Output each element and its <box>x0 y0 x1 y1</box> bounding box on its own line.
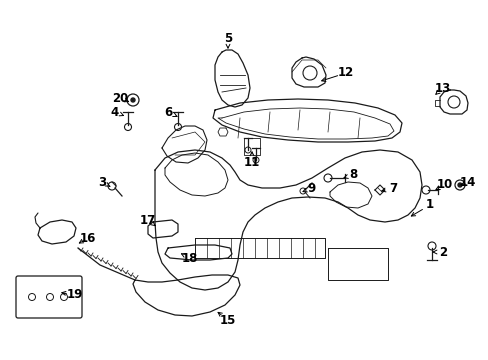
Text: 1: 1 <box>425 198 433 211</box>
Text: 19: 19 <box>67 288 83 302</box>
Text: 7: 7 <box>388 181 396 194</box>
Text: 10: 10 <box>436 179 452 192</box>
Text: 16: 16 <box>80 231 96 244</box>
Text: 9: 9 <box>307 181 315 194</box>
Text: 3: 3 <box>98 175 106 189</box>
Text: 5: 5 <box>224 31 232 45</box>
Text: 14: 14 <box>459 176 475 189</box>
Text: 11: 11 <box>244 157 260 170</box>
Text: 20: 20 <box>112 91 128 104</box>
Text: 17: 17 <box>140 213 156 226</box>
Text: 15: 15 <box>220 314 236 327</box>
Text: 8: 8 <box>348 168 356 181</box>
Text: 18: 18 <box>182 252 198 265</box>
Text: 13: 13 <box>434 81 450 94</box>
Circle shape <box>131 98 135 102</box>
Text: 4: 4 <box>111 105 119 118</box>
Text: 6: 6 <box>163 105 172 118</box>
Text: 2: 2 <box>438 246 446 258</box>
Text: 12: 12 <box>337 67 353 80</box>
Circle shape <box>457 183 461 187</box>
